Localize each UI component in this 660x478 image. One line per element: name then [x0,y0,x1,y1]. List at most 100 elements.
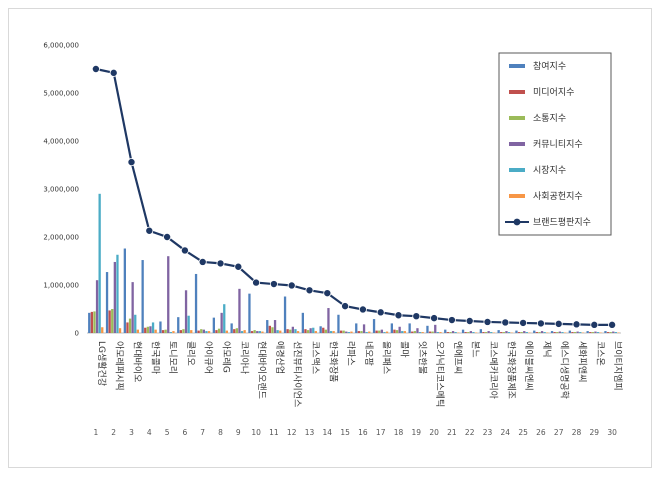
bar [444,329,447,333]
bar [95,280,99,333]
bar [144,327,147,333]
bar [179,330,182,333]
legend-swatch [509,90,525,94]
category-label: 세화피앤씨 [577,341,588,382]
bar [395,330,399,333]
bar [418,332,422,333]
bar [507,332,511,333]
category-label: 코스온 [594,341,605,366]
bar [449,332,452,333]
category-index-label: 29 [590,428,600,437]
bar [464,332,467,333]
category-index-label: 17 [376,428,386,437]
category-index-label: 27 [554,428,564,437]
bar [113,261,116,333]
category-label: 올리패스 [381,341,392,374]
line-point [412,312,421,321]
bar [408,323,411,333]
legend-label: 미디어지수 [533,87,574,98]
y-tick-label: 6,000,000 [43,42,79,50]
bar [561,332,564,333]
bar [538,332,541,333]
bar [230,323,233,333]
bar [123,248,126,333]
bar [490,332,493,333]
bar-series [88,193,620,334]
bar [146,326,149,333]
bar [553,332,556,333]
bar [248,293,251,333]
legend-label: 소통지수 [533,113,566,124]
bar [194,273,198,333]
bar [164,329,167,333]
line-point [394,311,403,320]
category-index-label: 6 [183,428,188,437]
bar [510,332,513,334]
bar [177,317,180,333]
category-index-label: 30 [607,428,617,437]
bar [472,332,475,333]
bar [550,331,554,333]
bar [238,288,241,333]
bar [205,331,208,333]
bar [304,329,307,333]
bar-series-1 [88,248,607,333]
category-index-label: 19 [412,428,422,437]
category-label: 아이큐어 [203,341,214,374]
bar-series-6 [101,327,620,334]
category-index-label: 15 [340,428,350,437]
legend-swatch [509,168,525,172]
bar [108,310,111,333]
category-label: 한국화장품제조 [505,341,516,399]
bar [296,331,300,333]
bar [154,329,157,333]
bar [482,332,485,333]
bar [345,331,348,333]
category-index-label: 24 [501,428,511,437]
bar [497,330,500,333]
bar [515,330,518,333]
bar [256,331,259,333]
line-point [180,246,189,255]
bar [375,330,378,333]
bar [589,332,592,333]
bar [240,331,244,333]
category-index-label: 12 [287,428,297,437]
category-label: 현대바이오 [132,341,143,382]
legend-swatch [509,194,525,198]
line-series [91,65,617,329]
category-label: 한국콜마 [149,341,160,375]
bar [223,304,226,333]
legend-swatch [509,64,525,68]
bar [301,312,304,333]
legend-swatch [509,142,525,146]
bar [220,312,223,333]
category-label: 애경산업 [274,341,286,374]
bar [268,325,271,333]
category-label: 에이블씨엔씨 [523,341,534,391]
line-point [216,259,225,268]
bar [393,329,396,333]
bar [457,332,460,334]
category-label: 제닉 [541,341,552,358]
line-point [483,317,492,326]
category-label: 에스디생명공학 [559,341,570,399]
bar [380,329,383,333]
bar [617,332,620,334]
bar [159,321,162,333]
bar [535,332,538,333]
bar [446,332,449,333]
bar [469,331,472,333]
bar [454,332,457,333]
line-point [269,280,278,289]
bar [411,331,414,333]
bar [329,331,333,333]
category-index-label: 16 [358,428,368,437]
line-point [501,318,510,327]
category-index-label: 28 [572,428,582,437]
bar [149,326,152,333]
bar [362,324,366,333]
category-label: 코스맥스 [310,341,321,374]
legend-label: 브랜드평판지수 [533,217,591,228]
